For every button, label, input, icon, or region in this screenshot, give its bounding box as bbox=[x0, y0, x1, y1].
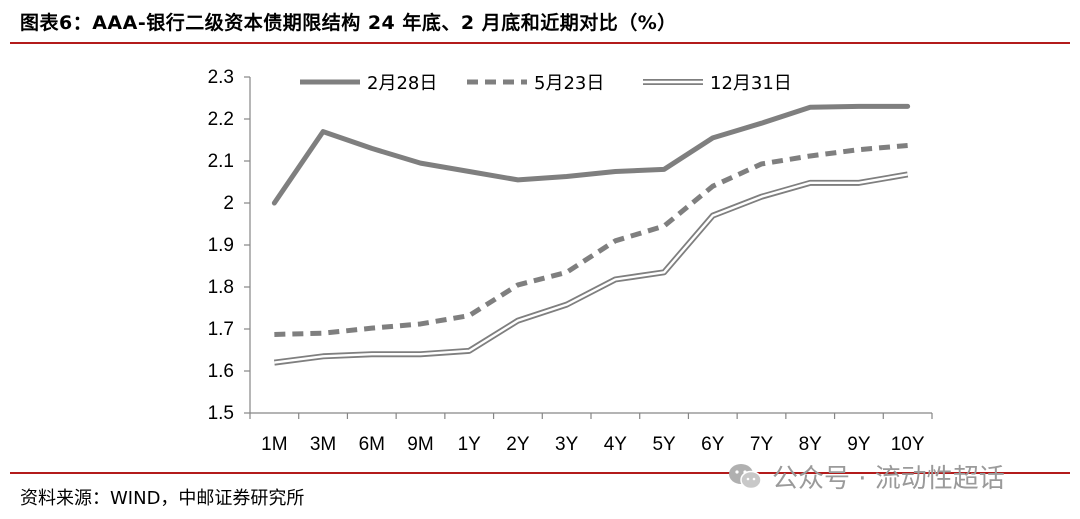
series-line-dec31 bbox=[273, 171, 909, 366]
y-tick-label: 1.6 bbox=[208, 361, 234, 382]
data-point bbox=[565, 303, 569, 307]
data-point bbox=[906, 104, 910, 108]
data-point bbox=[857, 148, 861, 152]
legend-item: 12月31日 bbox=[643, 73, 792, 94]
legend-label: 5月23日 bbox=[534, 73, 604, 94]
data-point bbox=[808, 105, 812, 109]
wechat-icon bbox=[729, 463, 762, 489]
data-point bbox=[808, 154, 812, 158]
data-point bbox=[272, 201, 276, 205]
y-tick-label: 1.7 bbox=[208, 319, 234, 340]
data-point bbox=[613, 239, 617, 243]
series-line-feb28 bbox=[271, 103, 911, 206]
data-point bbox=[370, 146, 374, 150]
legend-label: 12月31日 bbox=[710, 73, 792, 94]
series-line-dec31-inner bbox=[274, 173, 908, 364]
data-point bbox=[711, 136, 715, 140]
data-point bbox=[321, 354, 325, 358]
chart-axes: 1.5 1.6 1.7 1.8 1.9 2 2.1 2.2 2.3 1M 3M 6M 9M 1Y 2Y 3Y 4… bbox=[208, 67, 933, 455]
y-tick-label: 2.1 bbox=[208, 151, 234, 172]
data-point bbox=[419, 322, 423, 326]
x-tick-label: 6Y bbox=[701, 434, 725, 455]
y-tick-label: 1.5 bbox=[208, 403, 234, 424]
x-tick-label: 1M bbox=[261, 434, 287, 455]
data-point bbox=[760, 121, 764, 125]
legend-label: 2月28日 bbox=[367, 73, 437, 94]
x-tick-label: 4Y bbox=[604, 434, 628, 455]
data-point bbox=[662, 270, 666, 274]
y-tick-label: 2 bbox=[223, 193, 234, 214]
data-point bbox=[662, 224, 666, 228]
x-tick-label: 9M bbox=[407, 434, 433, 455]
x-tick-label: 8Y bbox=[799, 434, 823, 455]
x-tick-label: 1Y bbox=[458, 434, 482, 455]
data-point bbox=[565, 175, 569, 179]
y-tick-label: 2.2 bbox=[208, 109, 234, 130]
y-tick-label: 1.8 bbox=[208, 277, 234, 298]
data-point bbox=[613, 170, 617, 174]
x-tick-label: 6M bbox=[359, 434, 385, 455]
legend-item: 2月28日 bbox=[300, 73, 437, 94]
x-tick-label: 5Y bbox=[652, 434, 676, 455]
data-point bbox=[662, 167, 666, 171]
y-tick-label: 1.9 bbox=[208, 235, 234, 256]
data-point bbox=[906, 172, 910, 176]
x-tick-label: 9Y bbox=[847, 434, 871, 455]
data-point bbox=[613, 277, 617, 281]
data-point bbox=[857, 181, 861, 185]
data-point bbox=[321, 130, 325, 134]
y-tick-label: 2.3 bbox=[208, 67, 234, 88]
data-point bbox=[467, 170, 471, 174]
data-point bbox=[857, 104, 861, 108]
data-point bbox=[760, 195, 764, 199]
chart-title: 图表6：AAA-银行二级资本债期限结构 24 年底、2 月底和近期对比（%） bbox=[20, 12, 677, 34]
data-point bbox=[516, 178, 520, 182]
data-point bbox=[467, 349, 471, 353]
chart-legend: 2月28日 5月23日 12月31日 bbox=[300, 73, 792, 94]
line-chart: 1.5 1.6 1.7 1.8 1.9 2 2.1 2.2 2.3 1M 3M 6M 9M 1Y 2Y 3Y 4… bbox=[208, 67, 933, 455]
data-point bbox=[272, 332, 276, 336]
x-tick-label: 2Y bbox=[506, 434, 530, 455]
data-point bbox=[906, 143, 910, 147]
watermark: 公众号 · 流动性超话 bbox=[728, 458, 1005, 495]
data-point bbox=[565, 270, 569, 274]
top-divider bbox=[10, 42, 1070, 44]
bottom-divider bbox=[10, 472, 1070, 474]
source-note: 资料来源：WIND，中邮证券研究所 bbox=[20, 488, 305, 509]
data-point bbox=[711, 214, 715, 218]
x-tick-label: 10Y bbox=[891, 434, 925, 455]
watermark-text: 公众号 · 流动性超话 bbox=[772, 464, 1005, 494]
legend-item: 5月23日 bbox=[467, 73, 604, 94]
chart-series bbox=[271, 103, 911, 366]
data-point bbox=[321, 331, 325, 335]
data-point bbox=[272, 361, 276, 365]
x-tick-label: 3M bbox=[310, 434, 336, 455]
data-point bbox=[419, 161, 423, 165]
data-point bbox=[808, 181, 812, 185]
data-point bbox=[370, 326, 374, 330]
data-point bbox=[760, 162, 764, 166]
x-tick-label: 3Y bbox=[555, 434, 579, 455]
data-point bbox=[516, 283, 520, 287]
data-point bbox=[711, 184, 715, 188]
data-point bbox=[467, 314, 471, 318]
data-point bbox=[419, 352, 423, 356]
data-point bbox=[370, 352, 374, 356]
series-line-may23 bbox=[274, 142, 908, 337]
x-tick-label: 7Y bbox=[750, 434, 774, 455]
data-point bbox=[516, 319, 520, 323]
